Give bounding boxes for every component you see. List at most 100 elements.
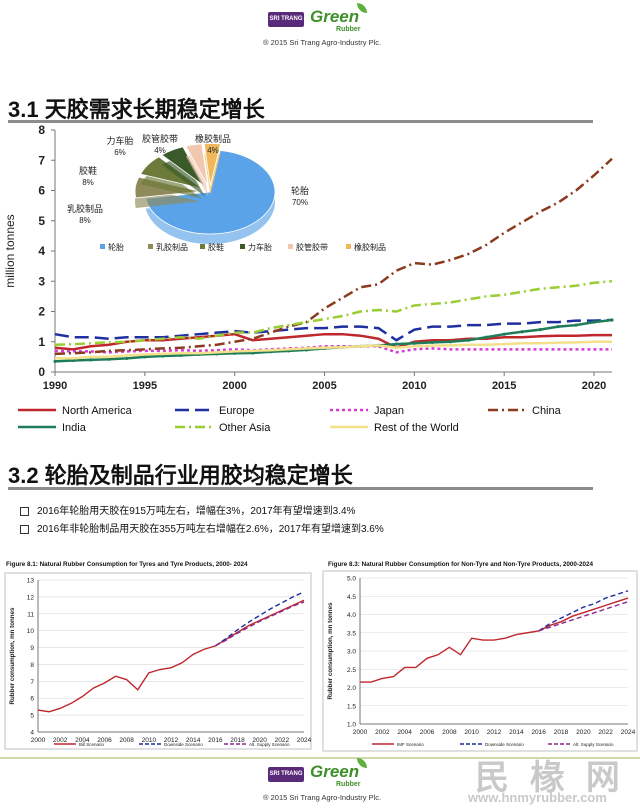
india-marker: [502, 332, 506, 336]
pie-slice: [185, 143, 209, 186]
figure-8-3-title: Figure 8.3: Natural Rubber Consumption f…: [328, 561, 593, 568]
pie-label: 胶管胶带: [142, 133, 178, 144]
india-marker: [574, 323, 578, 327]
legend-label: Europe: [219, 405, 254, 417]
legend-label: Downside Scenario: [164, 742, 203, 747]
pie-legend-swatch: [346, 244, 351, 249]
leaf-icon: [357, 3, 367, 13]
series-line-europe: [54, 318, 613, 342]
x-tick-label: 2010: [402, 380, 426, 392]
india-marker: [448, 340, 452, 344]
india-marker: [251, 351, 255, 355]
y-tick-label: 10: [27, 628, 35, 635]
x-tick-label: 2018: [554, 729, 569, 736]
tyre-consumption-chart: 4 5 6 7 8 9 10 11 12 13 2000 2002 2004 2006 2008 2010 20…: [4, 572, 312, 750]
copyright-text: ® 2015 Sri Trang Agro-Industry Plc.: [263, 793, 382, 802]
brand-footer: SRI TRANG Green Rubber ® 2015 Sri Trang …: [0, 755, 640, 808]
x-tick-label: 2004: [397, 729, 412, 736]
series-line: [360, 597, 629, 683]
x-tick-label: 1990: [43, 380, 67, 392]
x-tick-label: 2000: [31, 737, 46, 744]
green-logo-text: Green: [310, 7, 360, 26]
y-tick-label: 7: [30, 679, 34, 686]
bullet-non-tyre: 2016年非轮胎制品用天胶在355万吨左右增幅在2.6%，2017年有望增速到3…: [20, 520, 384, 535]
x-tick-label: 2015: [492, 380, 516, 392]
x-tick-label: 2002: [375, 729, 390, 736]
y-tick-label: 1.0: [347, 722, 356, 729]
india-marker: [484, 335, 488, 339]
rubber-logo-text: Rubber: [336, 781, 361, 788]
pie-legend-label: 乳胶制品: [156, 242, 188, 252]
leaf-icon: [357, 758, 367, 768]
x-tick-label: 1995: [133, 380, 157, 392]
y-tick-label: 13: [27, 578, 35, 585]
india-marker: [520, 330, 524, 334]
series-line: [37, 599, 305, 713]
pie-legend-label: 轮胎: [108, 242, 124, 252]
x-tick-label: 2010: [142, 737, 157, 744]
x-tick-label: 2008: [119, 737, 134, 744]
regional-consumption-chart: 0 1 2 3 4 5 6 7 8 1990 1995 2000 2005 2010 2015 2020 mil…: [3, 123, 614, 434]
checkbox-icon: [20, 524, 29, 534]
x-tick-label: 2004: [75, 737, 90, 744]
x-tick-label: 2000: [353, 729, 368, 736]
y-tick-label: 6: [38, 184, 45, 198]
chart-frame: [322, 570, 638, 752]
india-marker: [179, 353, 183, 357]
y-tick-label: 6: [30, 696, 34, 703]
x-tick-label: 2020: [576, 729, 591, 736]
x-tick-label: 2020: [252, 737, 267, 744]
india-marker: [143, 355, 147, 359]
y-axis-title: million tonnes: [3, 214, 17, 287]
legend-label: Downside Scenario: [485, 742, 524, 747]
pie-legend-label: 橡胶制品: [354, 242, 386, 252]
india-marker: [412, 341, 416, 345]
pie-legend-swatch: [100, 244, 105, 249]
pie-value-label: 6%: [114, 148, 126, 157]
y-tick-label: 1: [38, 335, 45, 349]
x-tick-label: 2012: [487, 729, 502, 736]
pie-value-label: 8%: [82, 178, 94, 187]
section1-underline: [8, 120, 593, 123]
series-line: [214, 591, 305, 647]
india-marker: [538, 328, 542, 332]
y-axis-title: Rubber consumption, mn tonnes: [9, 607, 16, 704]
y-tick-label: 3: [38, 274, 45, 288]
x-tick-label: 2016: [208, 737, 223, 744]
y-tick-label: 3.5: [347, 630, 356, 637]
series-line: [538, 601, 629, 632]
series-line-north-america: [54, 332, 612, 351]
pie-legend-label: 力车胎: [248, 242, 272, 252]
pie-slice: [161, 146, 206, 187]
y-tick-label: 0: [38, 365, 45, 379]
y-tick-label: 5: [38, 214, 45, 228]
series-line: [538, 590, 629, 632]
y-tick-label: 3.0: [347, 649, 356, 656]
india-marker: [610, 318, 614, 322]
india-marker: [556, 325, 560, 329]
pie-label: 胶鞋: [79, 165, 97, 176]
pie-slice-side: [161, 156, 205, 197]
series-line: [215, 601, 305, 647]
y-tick-label: 2.0: [347, 685, 356, 692]
pie-slice: [203, 143, 221, 186]
x-tick-label: 2006: [420, 729, 435, 736]
legend-label: North America: [62, 405, 133, 417]
x-tick-label: 2005: [312, 380, 336, 392]
pie-value-label: 4%: [154, 146, 166, 155]
y-tick-label: 12: [27, 594, 35, 601]
pie-legend-swatch: [148, 244, 153, 249]
sri-trang-badge: SRI TRANG: [268, 767, 304, 782]
watermark-url: www.hnmyrubber.com: [468, 790, 607, 805]
x-tick-label: 2014: [509, 729, 524, 736]
y-tick-label: 7: [38, 153, 45, 167]
y-tick-label: 4: [30, 730, 34, 737]
y-axis-title: Rubber consumption, mn tonnes: [327, 602, 334, 699]
brand-header: SRI TRANG Green Rubber ® 2015 Sri Trang …: [0, 0, 640, 60]
bullet-tyre: 2016年轮胎用天胶在915万吨左右，增幅在3%，2017年有望增速到3.4%: [20, 502, 355, 517]
y-tick-label: 2.5: [347, 667, 356, 674]
legend-label: Bill Scenario: [79, 742, 105, 747]
y-tick-label: 5: [30, 713, 34, 720]
india-marker: [89, 358, 93, 362]
x-tick-label: 2000: [222, 380, 246, 392]
